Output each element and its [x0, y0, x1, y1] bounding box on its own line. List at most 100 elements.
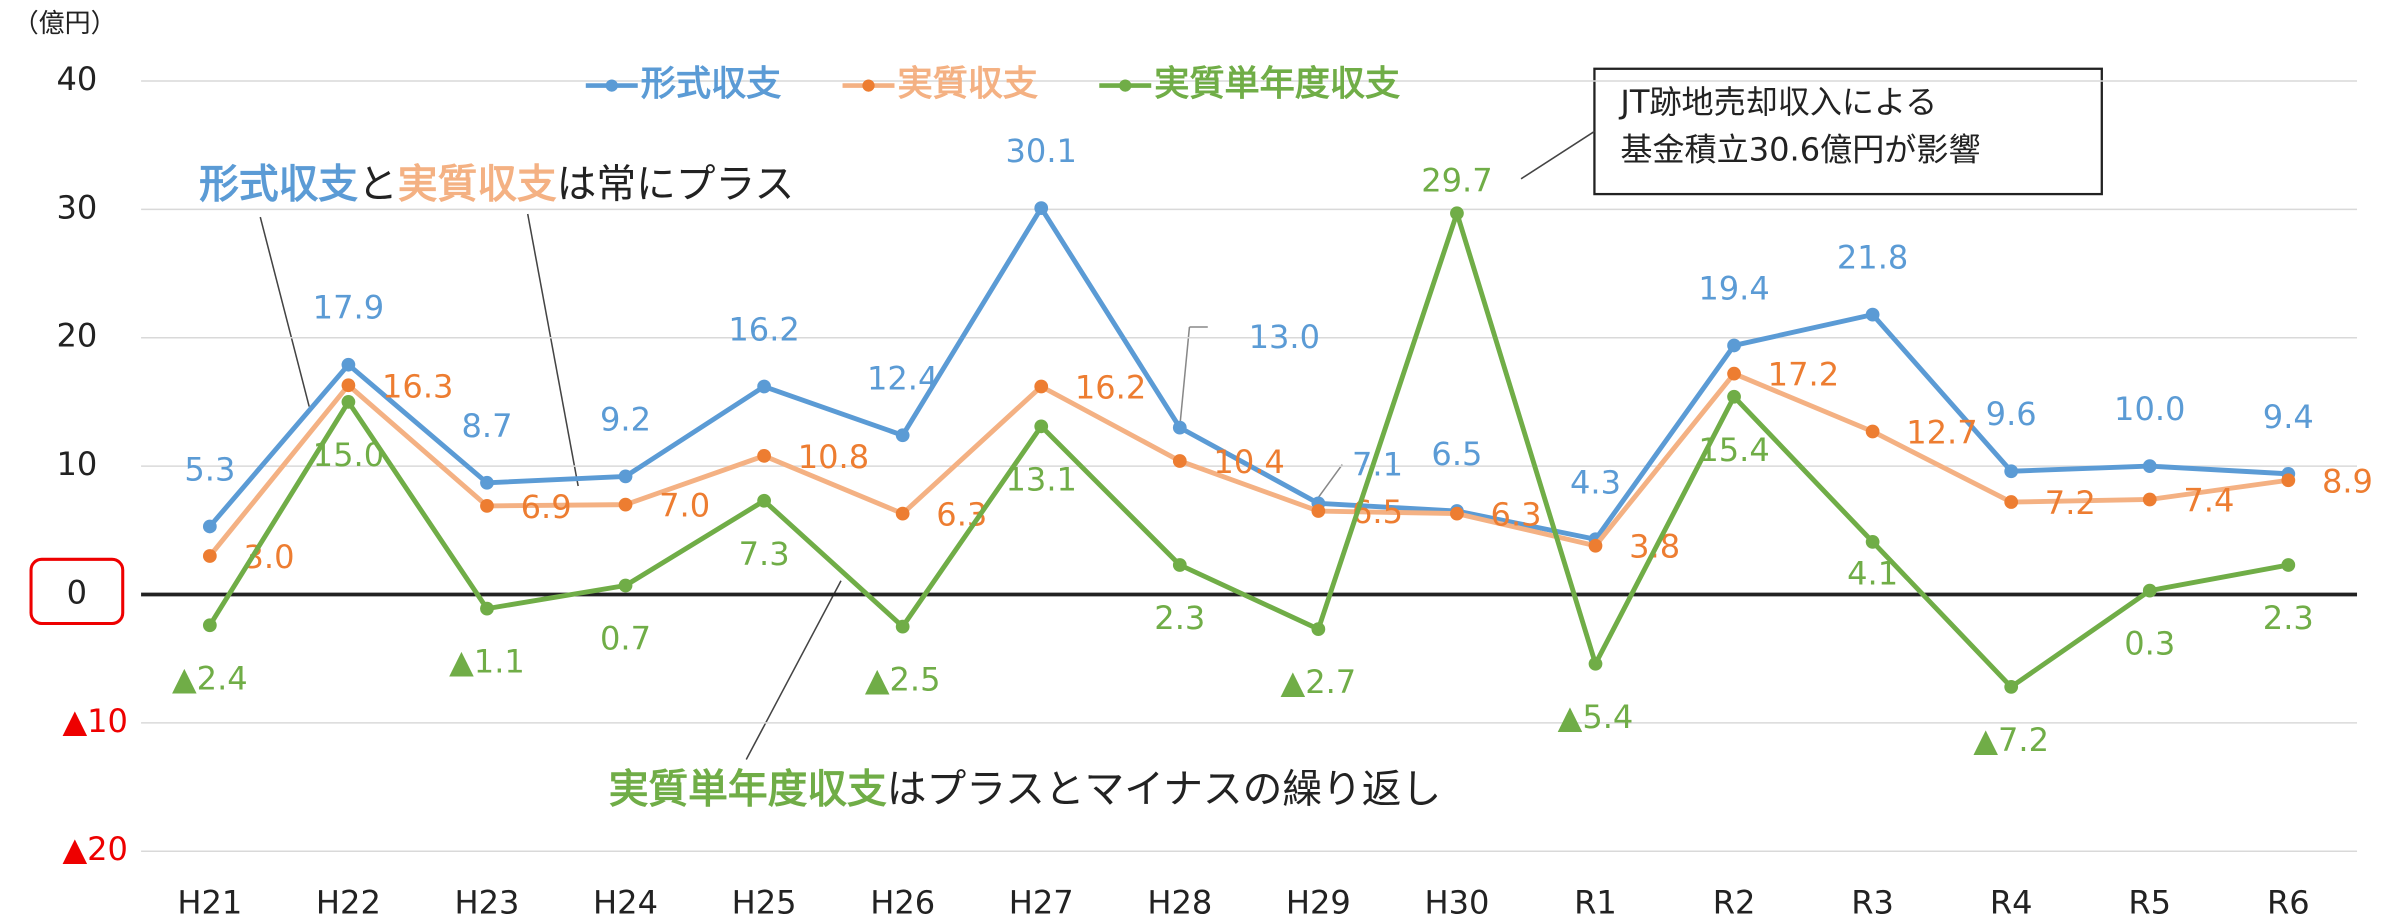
data-point: [1865, 534, 1880, 549]
unit-label: （億円）: [13, 9, 117, 39]
callout-text: 基金積立30.6億円が影響: [1620, 130, 1980, 168]
data-point: [2142, 459, 2157, 473]
data-label: 0.3: [2124, 625, 2175, 663]
data-point: [895, 428, 910, 443]
data-point: [757, 493, 771, 508]
data-label: 12.7: [1906, 414, 1977, 452]
callout-text: JT跡地売却収入による: [1618, 83, 1937, 121]
legend-marker: [1119, 79, 1132, 92]
data-label: 7.2: [2045, 484, 2096, 522]
data-point: [202, 549, 217, 563]
data-label: 9.2: [600, 400, 651, 438]
data-label: 17.9: [313, 289, 384, 327]
data-label: 6.9: [521, 488, 572, 526]
data-point: [1727, 389, 1741, 404]
legend-label: 形式収支: [641, 64, 782, 105]
note-part: 実質収支: [398, 161, 557, 207]
data-label: ▲2.5: [865, 661, 941, 699]
data-label: 9.6: [1986, 395, 2037, 433]
y-tick-label: 40: [56, 60, 97, 98]
data-label: 17.2: [1768, 356, 1839, 394]
x-tick-label: H23: [454, 884, 519, 920]
x-tick-label: R4: [1990, 884, 2033, 920]
data-point: [1311, 622, 1326, 637]
series-line: [207, 205, 2289, 542]
note: 実質単年度収支はプラスとマイナスの繰り返し: [609, 766, 1442, 812]
data-label: 10.8: [798, 438, 869, 476]
data-point: [1034, 379, 1049, 394]
data-label: 16.2: [1075, 369, 1146, 407]
data-point: [895, 506, 910, 521]
data-label: 15.0: [313, 436, 384, 474]
data-label: 0.7: [600, 620, 651, 658]
series-line: [207, 371, 2289, 558]
x-tick-label: H27: [1009, 884, 1074, 920]
data-point: [2004, 464, 2019, 479]
data-point: [895, 619, 910, 634]
data-point: [1727, 338, 1741, 353]
data-label: 29.7: [1421, 162, 1492, 200]
x-tick-label: H21: [177, 884, 242, 920]
legend-label: 実質収支: [898, 64, 1039, 105]
data-label: 2.3: [1154, 599, 1205, 637]
data-label: 6.3: [1491, 496, 1542, 534]
data-point: [341, 357, 356, 372]
y-tick-label: 30: [56, 188, 97, 226]
data-label: 4.1: [1847, 554, 1898, 592]
note-part: 実質単年度収支: [609, 766, 887, 812]
note-part: は常にプラス: [557, 161, 795, 207]
data-label: 21.8: [1837, 239, 1908, 277]
data-point: [480, 475, 494, 490]
x-tick-label: R3: [1851, 884, 1894, 920]
data-point: [2142, 492, 2157, 507]
data-point: [202, 618, 217, 633]
data-point: [2281, 473, 2296, 488]
data-point: [2281, 558, 2296, 572]
x-tick-label: H28: [1147, 884, 1212, 920]
y-tick-label: 20: [56, 317, 97, 355]
data-label: 9.4: [2263, 398, 2314, 436]
data-label: ▲5.4: [1558, 698, 1634, 736]
data-point: [480, 499, 494, 513]
data-point: [202, 519, 217, 534]
y-tick-label: 0: [67, 573, 87, 611]
legend-marker: [862, 79, 875, 92]
data-label: ▲1.1: [449, 643, 525, 681]
x-tick-label: H29: [1286, 884, 1351, 920]
data-point: [757, 448, 771, 463]
data-point: [618, 497, 633, 512]
data-label: 2.3: [2263, 599, 2314, 637]
data-point: [341, 395, 356, 409]
x-tick-label: R2: [1713, 884, 1756, 920]
data-label: 7.4: [2183, 482, 2234, 520]
note-part: と: [358, 161, 398, 207]
data-point: [1450, 206, 1464, 221]
note-leader: [259, 216, 310, 407]
label-leader: [1317, 464, 1343, 499]
data-label: 6.5: [1431, 435, 1482, 473]
data-point: [2004, 680, 2019, 694]
data-point: [1588, 538, 1603, 553]
data-label: 12.4: [867, 359, 938, 397]
data-point: [2142, 583, 2157, 598]
legend-label: 実質単年度収支: [1154, 64, 1401, 105]
data-point: [1311, 504, 1326, 518]
data-point: [1172, 420, 1187, 435]
data-label: 8.9: [2322, 462, 2373, 500]
data-label: 13.1: [1006, 460, 1077, 498]
data-point: [757, 379, 771, 394]
data-point: [618, 469, 633, 484]
data-point: [1172, 558, 1187, 572]
data-label: 13.0: [1249, 318, 1320, 356]
label-leader: [1179, 326, 1191, 422]
data-label: 4.3: [1570, 463, 1621, 501]
data-point: [1034, 201, 1049, 215]
x-tick-label: H24: [593, 884, 658, 920]
x-tick-label: R1: [1574, 884, 1617, 920]
data-point: [480, 601, 494, 616]
x-tick-label: H25: [732, 884, 797, 920]
y-tick-label: ▲20: [62, 830, 127, 868]
x-tick-label: H30: [1424, 884, 1489, 920]
note: 形式収支と実質収支は常にプラス: [199, 161, 794, 207]
